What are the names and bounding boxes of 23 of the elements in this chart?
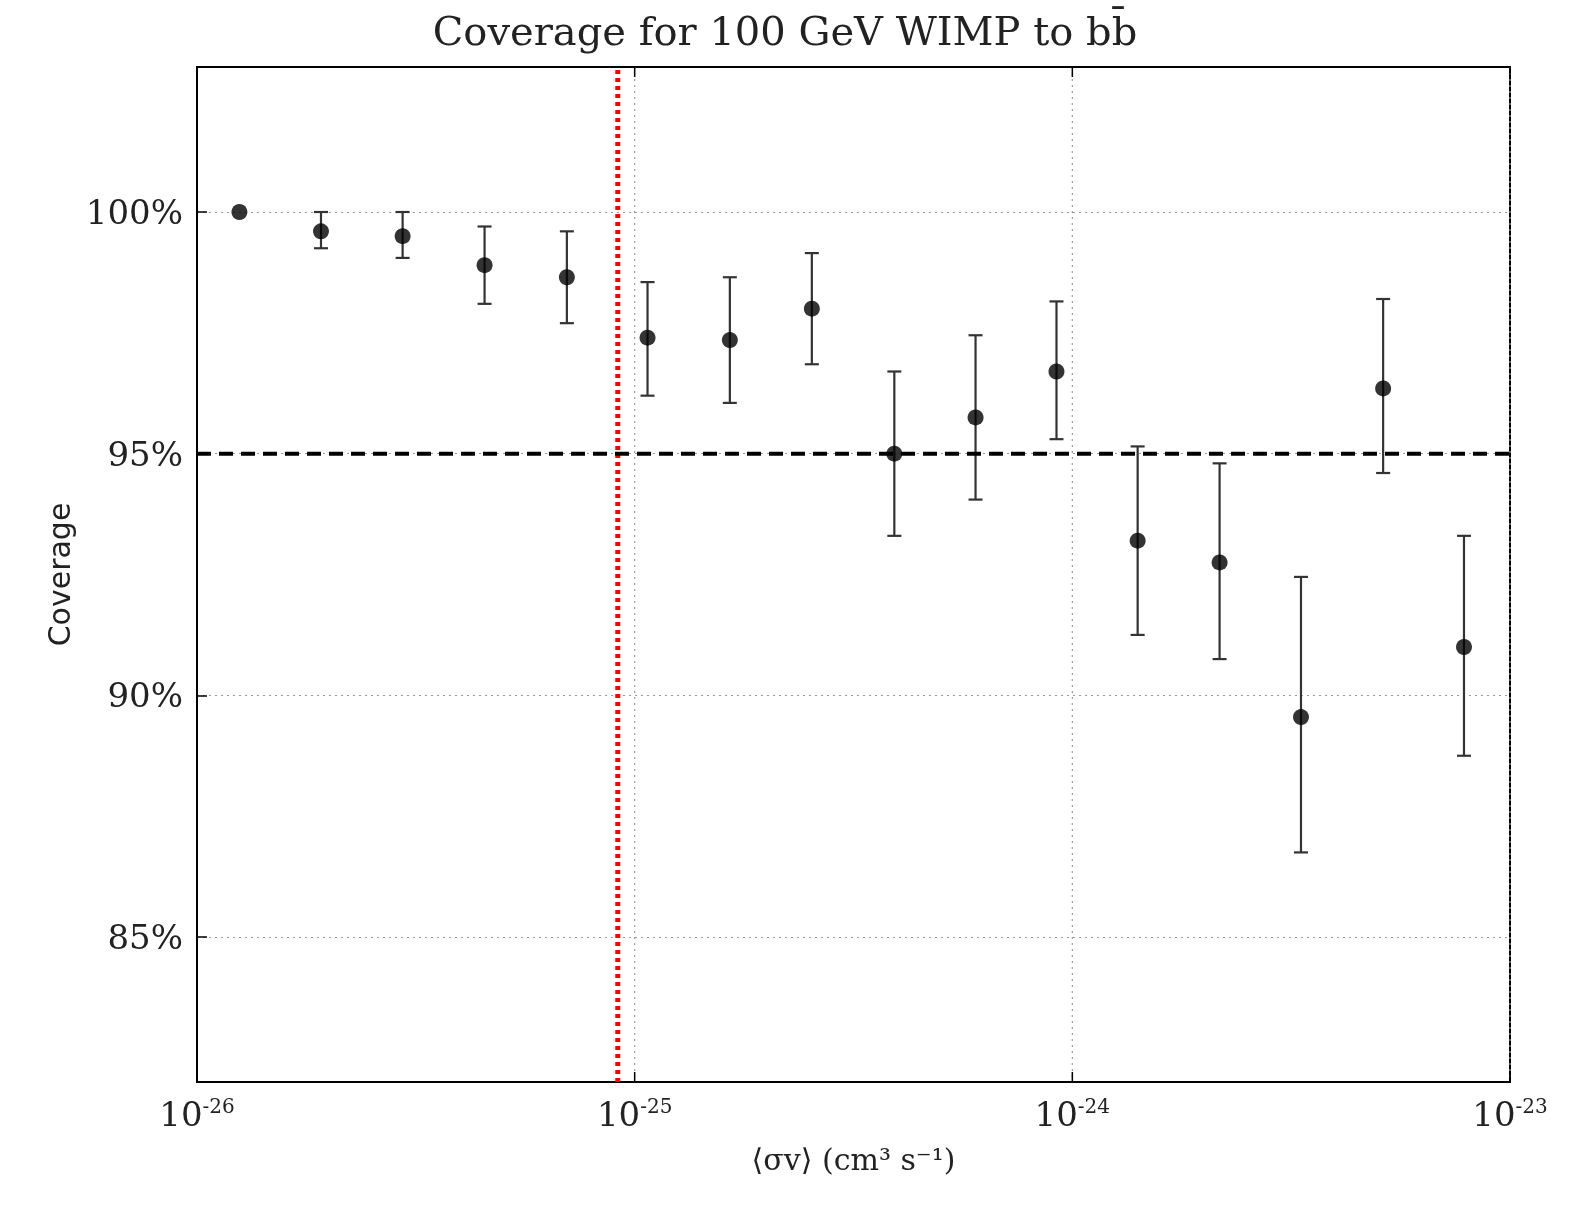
point	[231, 204, 248, 220]
y-tick-label: 85%	[107, 917, 183, 957]
point	[558, 269, 575, 286]
point	[721, 332, 738, 349]
point	[1456, 639, 1472, 655]
point	[1211, 554, 1228, 571]
y-tick-label: 90%	[107, 675, 183, 716]
y-tick-label: 95%	[107, 433, 183, 474]
chart-title: Coverage for 100 GeV WIMP to bb̄	[432, 6, 1138, 54]
y-axis-title: Coverage	[42, 502, 78, 647]
point	[886, 445, 903, 462]
point	[1293, 709, 1309, 726]
point	[1048, 363, 1065, 380]
point	[639, 329, 656, 346]
point	[967, 409, 984, 426]
point	[1375, 380, 1392, 397]
point	[476, 257, 493, 274]
point	[803, 300, 820, 317]
point	[313, 223, 329, 240]
point	[1129, 532, 1146, 549]
point	[394, 228, 411, 245]
y-tick-label: 100%	[85, 192, 183, 232]
x-axis-title: ⟨σv⟩ (cm³ s⁻¹)	[751, 1141, 956, 1177]
